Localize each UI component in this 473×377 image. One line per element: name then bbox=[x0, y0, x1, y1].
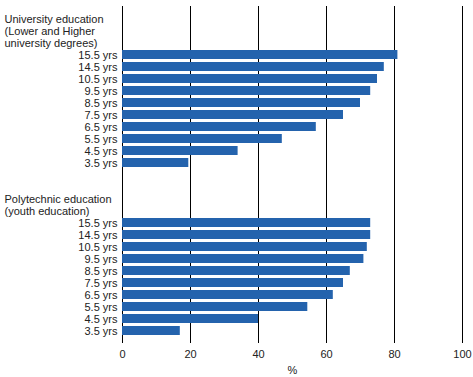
svg-text:9.5 yrs: 9.5 yrs bbox=[84, 253, 118, 265]
svg-text:University education: University education bbox=[5, 13, 104, 25]
svg-text:14.5 yrs: 14.5 yrs bbox=[78, 61, 118, 73]
svg-text:8.5 yrs: 8.5 yrs bbox=[84, 265, 118, 277]
svg-text:%: % bbox=[288, 364, 298, 376]
svg-text:20: 20 bbox=[184, 348, 196, 360]
svg-text:100: 100 bbox=[453, 348, 471, 360]
svg-text:university degrees): university degrees) bbox=[5, 37, 98, 49]
svg-text:4.5 yrs: 4.5 yrs bbox=[84, 145, 118, 157]
svg-text:3.5 yrs: 3.5 yrs bbox=[84, 325, 118, 337]
svg-text:5.5 yrs: 5.5 yrs bbox=[84, 301, 118, 313]
svg-text:60: 60 bbox=[320, 348, 332, 360]
svg-text:8.5 yrs: 8.5 yrs bbox=[84, 97, 118, 109]
svg-text:10.5 yrs: 10.5 yrs bbox=[78, 241, 118, 253]
svg-text:(Lower and Higher: (Lower and Higher bbox=[5, 25, 96, 37]
svg-text:7.5 yrs: 7.5 yrs bbox=[84, 277, 118, 289]
svg-text:6.5 yrs: 6.5 yrs bbox=[84, 121, 118, 133]
svg-text:6.5 yrs: 6.5 yrs bbox=[84, 289, 118, 301]
svg-text:14.5 yrs: 14.5 yrs bbox=[78, 229, 118, 241]
svg-text:4.5 yrs: 4.5 yrs bbox=[84, 313, 118, 325]
svg-text:9.5 yrs: 9.5 yrs bbox=[84, 85, 118, 97]
svg-text:5.5 yrs: 5.5 yrs bbox=[84, 133, 118, 145]
svg-text:10.5 yrs: 10.5 yrs bbox=[78, 73, 118, 85]
svg-text:3.5 yrs: 3.5 yrs bbox=[84, 157, 118, 169]
svg-text:7.5 yrs: 7.5 yrs bbox=[84, 109, 118, 121]
svg-text:80: 80 bbox=[388, 348, 400, 360]
svg-text:0: 0 bbox=[119, 348, 125, 360]
svg-text:40: 40 bbox=[252, 348, 264, 360]
svg-text:Polytechnic education: Polytechnic education bbox=[5, 193, 112, 205]
svg-text:15.5 yrs: 15.5 yrs bbox=[78, 217, 118, 229]
svg-text:15.5 yrs: 15.5 yrs bbox=[78, 49, 118, 61]
svg-text:(youth education): (youth education) bbox=[5, 205, 90, 217]
